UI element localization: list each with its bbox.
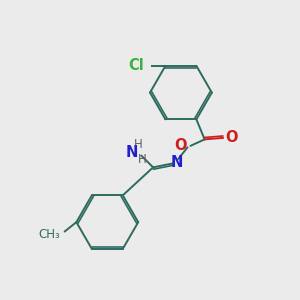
Text: N: N	[125, 145, 138, 160]
Text: O: O	[175, 138, 187, 153]
Text: CH₃: CH₃	[38, 228, 60, 241]
Text: Cl: Cl	[128, 58, 144, 73]
Text: N: N	[170, 154, 182, 169]
Text: O: O	[225, 130, 237, 145]
Text: H: H	[134, 138, 142, 151]
Text: H: H	[138, 153, 146, 166]
